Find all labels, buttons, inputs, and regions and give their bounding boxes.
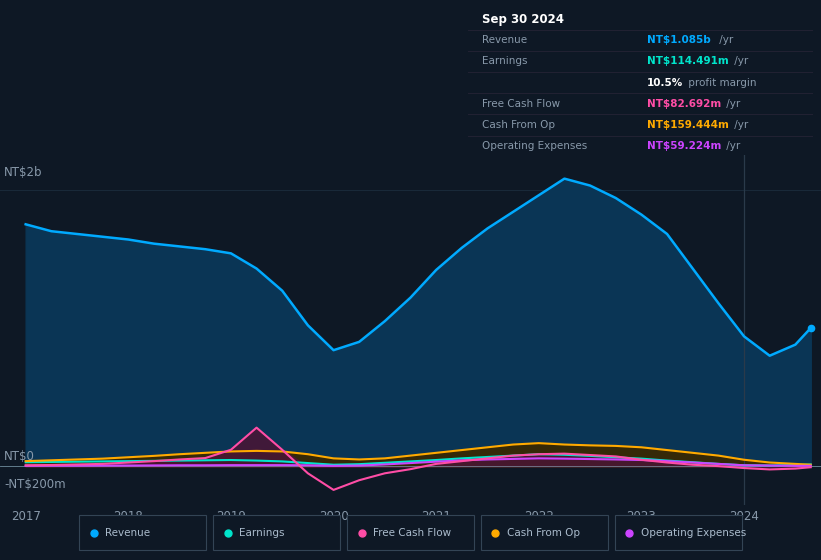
FancyBboxPatch shape — [213, 515, 340, 550]
Text: Revenue: Revenue — [105, 528, 150, 538]
Text: NT$159.444m: NT$159.444m — [647, 120, 729, 130]
Text: -NT$200m: -NT$200m — [4, 478, 66, 491]
Text: NT$59.224m: NT$59.224m — [647, 141, 722, 151]
Text: Cash From Op: Cash From Op — [482, 120, 555, 130]
Text: NT$82.692m: NT$82.692m — [647, 99, 722, 109]
FancyBboxPatch shape — [480, 515, 608, 550]
Text: Sep 30 2024: Sep 30 2024 — [482, 12, 564, 26]
Text: Earnings: Earnings — [240, 528, 285, 538]
Text: Cash From Op: Cash From Op — [507, 528, 580, 538]
Text: NT$2b: NT$2b — [4, 166, 43, 179]
Text: Operating Expenses: Operating Expenses — [482, 141, 587, 151]
FancyBboxPatch shape — [614, 515, 742, 550]
FancyBboxPatch shape — [79, 515, 206, 550]
Text: /yr: /yr — [731, 57, 748, 67]
Text: 10.5%: 10.5% — [647, 78, 684, 87]
Text: profit margin: profit margin — [686, 78, 757, 87]
Text: Free Cash Flow: Free Cash Flow — [373, 528, 452, 538]
Text: /yr: /yr — [723, 141, 741, 151]
Text: Revenue: Revenue — [482, 35, 527, 45]
Text: NT$0: NT$0 — [4, 450, 35, 463]
Text: NT$114.491m: NT$114.491m — [647, 57, 729, 67]
Text: Operating Expenses: Operating Expenses — [641, 528, 746, 538]
Text: /yr: /yr — [731, 120, 748, 130]
FancyBboxPatch shape — [347, 515, 475, 550]
Text: /yr: /yr — [716, 35, 733, 45]
Text: Free Cash Flow: Free Cash Flow — [482, 99, 560, 109]
Text: Earnings: Earnings — [482, 57, 527, 67]
Text: NT$1.085b: NT$1.085b — [647, 35, 711, 45]
Text: /yr: /yr — [723, 99, 741, 109]
